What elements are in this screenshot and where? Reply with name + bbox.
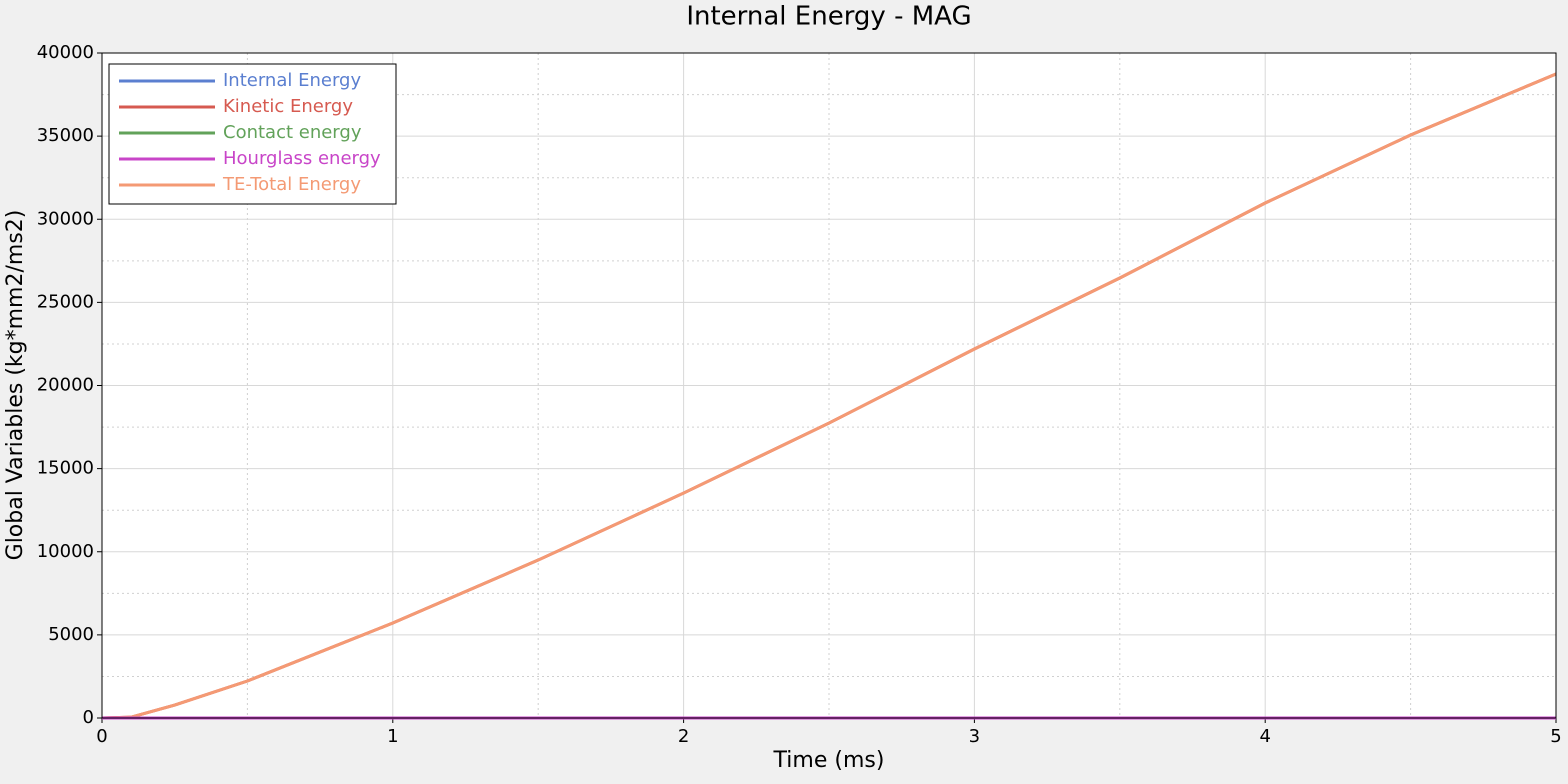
legend-label: Internal Energy <box>223 70 361 91</box>
legend: Internal Energy Kinetic Energy Contact ene… <box>108 63 397 205</box>
legend-label: TE-Total Energy <box>222 174 361 195</box>
y-tick-label: 15000 <box>37 458 94 479</box>
y-tick-label: 40000 <box>37 42 94 63</box>
x-tick-label: 0 <box>96 726 107 747</box>
x-tick-label: 5 <box>1550 726 1561 747</box>
legend-label: Contact energy <box>223 122 362 143</box>
x-axis-label: Time (ms) <box>773 748 885 773</box>
legend-label: Hourglass energy <box>223 148 381 169</box>
x-tick-label: 3 <box>969 726 980 747</box>
y-tick-label: 20000 <box>37 375 94 396</box>
y-tick-label: 25000 <box>37 291 94 312</box>
y-tick-label: 35000 <box>37 125 94 146</box>
y-tick-label: 30000 <box>37 208 94 229</box>
y-tick-label: 5000 <box>48 624 94 645</box>
x-tick-label: 2 <box>678 726 689 747</box>
y-tick-label: 0 <box>83 707 94 728</box>
chart-title: Internal Energy - MAG <box>686 2 971 32</box>
x-tick-label: 1 <box>387 726 398 747</box>
y-tick-label: 10000 <box>37 541 94 562</box>
series-line <box>101 72 1557 720</box>
legend-label: Kinetic Energy <box>223 96 353 117</box>
y-axis-label: Global Variables (kg*mm2/ms2) <box>3 210 28 561</box>
plot-border <box>101 52 1557 719</box>
x-tick-label: 4 <box>1259 726 1270 747</box>
